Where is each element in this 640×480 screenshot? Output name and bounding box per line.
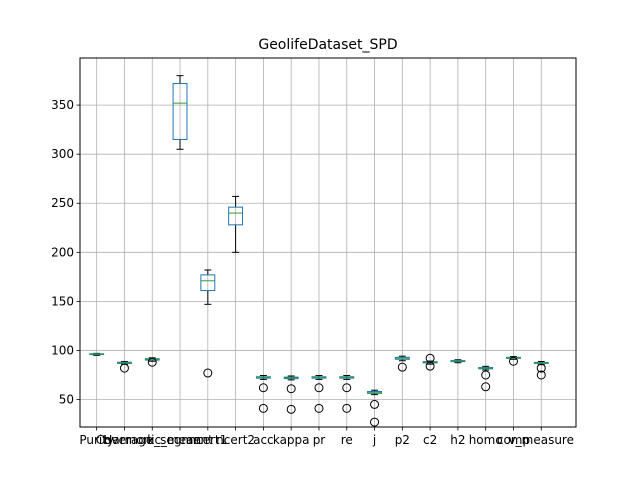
box-group [422,353,438,371]
box-group [367,389,382,427]
outlier-point [286,404,296,414]
x-tick-label: p2 [395,433,410,447]
x-tick-label: homo [469,433,503,447]
box-group [450,359,466,364]
x-tick-label: pr [313,433,326,447]
iqr-box [172,83,188,140]
outlier-point [258,403,268,413]
outlier-point [481,382,491,392]
y-tick-label: 150 [51,294,74,308]
plot-frame [79,57,577,428]
outlier-point [147,357,157,367]
box-group [144,357,160,367]
x-tick-label: j [372,433,376,447]
outlier-point [425,361,435,371]
box-group [533,360,549,380]
outlier-point [536,363,546,373]
box-group [394,355,410,372]
x-tick-label: Purity [79,433,114,447]
iqr-box [228,206,244,226]
box-group [478,365,494,392]
box-group [311,374,327,413]
y-tick-label: 350 [51,98,74,112]
x-tick-label: k_segment [147,433,213,447]
chart-title: GeolifeDataset_SPD [258,37,397,53]
x-tick-label: v_measure [509,433,574,447]
outlier-point [314,403,324,413]
x-tick-label: acc [253,433,274,447]
outlier-point [286,384,296,394]
box-group [117,360,132,373]
y-tick-label: 250 [51,196,74,210]
outlier-point [536,370,546,380]
box-group [255,374,271,413]
box-group [339,374,355,413]
box-group [283,375,299,414]
outlier-point [370,417,380,427]
outlier-point [342,383,352,393]
outlier-point [370,399,380,409]
outlier-point [314,383,324,393]
box-group [228,195,244,253]
x-tick-label: re [341,433,353,447]
x-tick-label: comp [497,433,530,447]
outlier-point [481,370,491,380]
y-tick-label: 50 [59,393,74,407]
box-group [172,75,188,150]
x-tick-label: Coverage [96,433,154,447]
x-tick-label: Harmonic_mean [103,433,201,447]
y-tick-label: 200 [51,245,74,259]
tick-layer: PurityCoverageHarmonic_meank_segmentncer… [51,98,574,447]
iqr-box [200,274,216,292]
box-group [89,352,105,356]
x-tick-label: kappa [273,433,310,447]
outlier-point [397,362,407,372]
outlier-point [508,356,518,366]
outlier-point [119,363,129,373]
x-tick-label: h2 [450,433,465,447]
x-tick-label: ncert2 [216,433,255,447]
grid-layer [80,58,576,427]
y-tick-label: 300 [51,147,74,161]
x-tick-label: c2 [423,433,437,447]
x-tick-label: ncert1 [188,433,227,447]
box-group [200,269,216,378]
outlier-point [258,383,268,393]
outlier-point [342,403,352,413]
box-layer [89,75,549,427]
y-tick-label: 100 [51,343,74,357]
box-group [506,356,521,366]
outlier-point [203,368,213,378]
